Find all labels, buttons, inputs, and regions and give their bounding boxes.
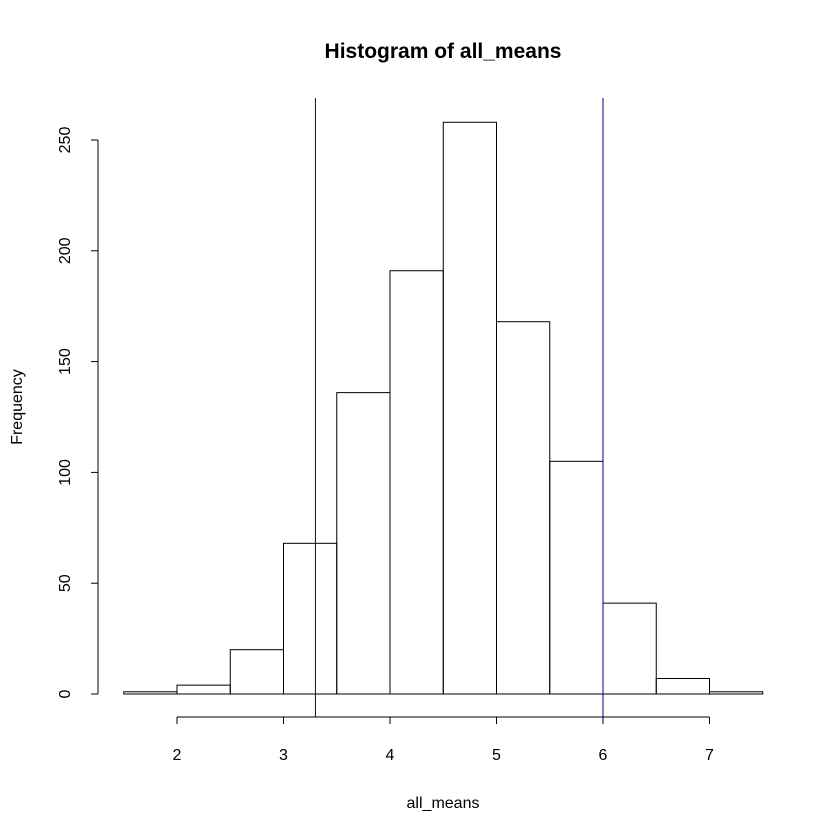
y-axis: 0 50 100 150 200 250: [57, 127, 99, 698]
x-tick-label: 6: [599, 747, 608, 764]
y-tick-label: 100: [57, 459, 74, 486]
x-tick-label: 7: [705, 747, 714, 764]
x-tick-label: 5: [492, 747, 501, 764]
histogram-bar: [176, 684, 231, 695]
x-axis-label: all_means: [407, 795, 480, 812]
y-axis-label: Frequency: [9, 369, 26, 445]
x-axis: 2 3 4 5 6 7: [173, 716, 714, 764]
histogram-bar: [655, 677, 710, 695]
histogram-bar: [549, 460, 604, 695]
x-tick-label: 2: [173, 747, 182, 764]
reference-lines-group: [314, 98, 604, 717]
histogram-bar: [389, 270, 444, 695]
bars-group: [123, 121, 764, 695]
histogram-bar: [602, 602, 657, 695]
x-tick-label: 3: [279, 747, 288, 764]
y-tick-label: 250: [57, 127, 74, 154]
y-tick-label: 50: [57, 574, 74, 592]
histogram-bar: [442, 121, 497, 695]
histogram-bar: [336, 392, 391, 695]
x-tick-label: 4: [386, 747, 395, 764]
y-tick-label: 200: [57, 237, 74, 264]
histogram-bar: [283, 542, 338, 695]
y-tick-label: 150: [57, 348, 74, 375]
chart-title: Histogram of all_means: [325, 40, 562, 63]
y-tick-label: 0: [57, 689, 74, 698]
histogram-bar: [229, 649, 284, 695]
histogram-bar: [496, 321, 551, 695]
